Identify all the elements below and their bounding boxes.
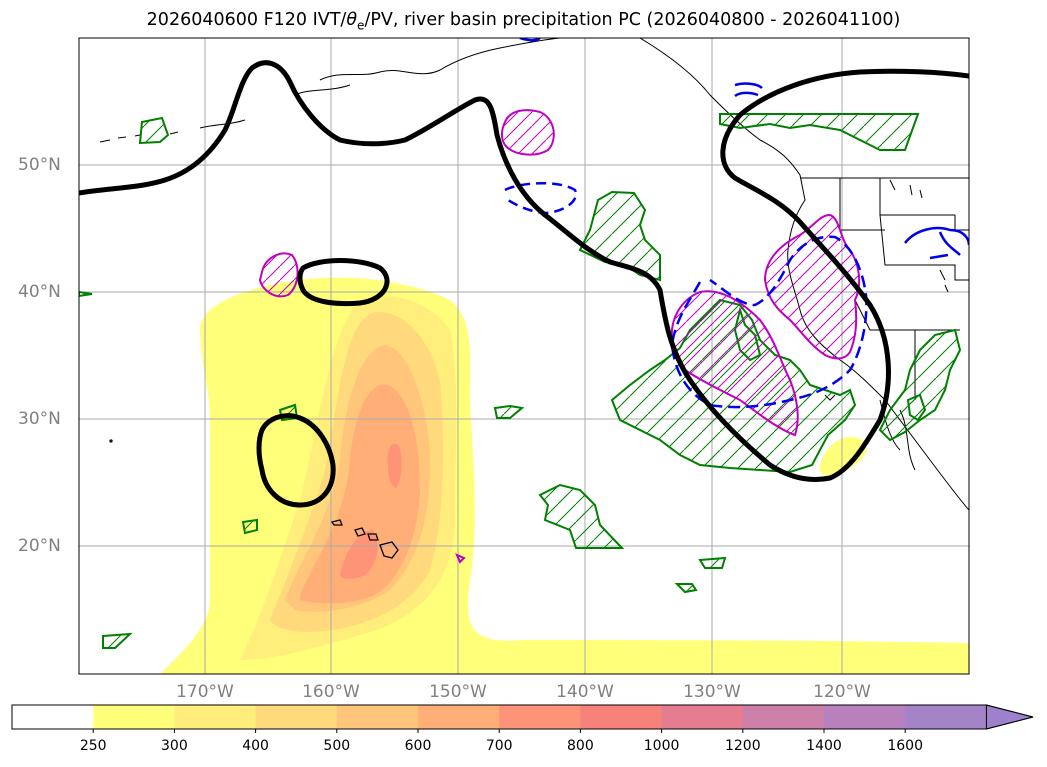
map-plot-area: [79, 38, 969, 674]
lon-label-170w: 170°W: [176, 682, 234, 702]
colorbar-segment: [255, 705, 338, 729]
colorbar-segment: [661, 705, 744, 729]
colorbar-tick-label: 400: [242, 738, 269, 754]
colorbar-tick-label: 300: [161, 738, 188, 754]
lat-label-20n: 20°N: [18, 536, 61, 556]
colorbar-segment: [580, 705, 663, 729]
colorbar-outline: [11, 704, 1034, 730]
colorbar-segment: [93, 705, 175, 729]
colorbar-tick-label: 1600: [887, 738, 923, 754]
colorbar-tick-label: 1200: [724, 738, 761, 754]
colorbar-tick-label: 700: [485, 738, 513, 754]
colorbar: [11, 704, 1034, 733]
theta-e-contours: [79, 60, 969, 508]
colorbar-extend-arrow: [985, 704, 1034, 730]
colorbar-tick-label: 250: [79, 738, 107, 754]
map-title: 2026040600 F120 IVT/θe/PV, river basin p…: [146, 10, 901, 33]
colorbar-tick-label: 1400: [806, 738, 842, 754]
colorbar-segment: [499, 705, 581, 729]
colorbar-segment: [174, 705, 257, 729]
plot-frame: [78, 37, 970, 675]
colorbar-segment: [336, 705, 419, 729]
lat-label-50n: 50°N: [18, 155, 61, 175]
pv-blue-contours: [504, 38, 969, 409]
lon-label-160w: 160°W: [302, 682, 360, 702]
lon-label-120w: 120°W: [813, 682, 871, 702]
hawaii-islands: [109, 439, 399, 559]
colorbar-segment: [824, 705, 906, 729]
lon-label-150w: 150°W: [429, 682, 487, 702]
pv-magenta-contours: [258, 109, 861, 564]
ivt-shading: [160, 277, 969, 674]
lat-label-40n: 40°N: [18, 282, 61, 302]
colorbar-segment: [742, 705, 825, 729]
colorbar-tick-label: 500: [323, 738, 351, 754]
lon-label-140w: 140°W: [556, 682, 614, 702]
colorbar-tick-label: 600: [404, 738, 432, 754]
colorbar-segment: [905, 705, 987, 729]
colorbar-tick-label: 1000: [643, 738, 680, 754]
lat-label-30n: 30°N: [18, 409, 61, 429]
lon-label-130w: 130°W: [683, 682, 741, 702]
colorbar-segment: [12, 705, 94, 729]
colorbar-tick-label: 800: [567, 738, 594, 754]
colorbar-segment: [418, 705, 500, 729]
